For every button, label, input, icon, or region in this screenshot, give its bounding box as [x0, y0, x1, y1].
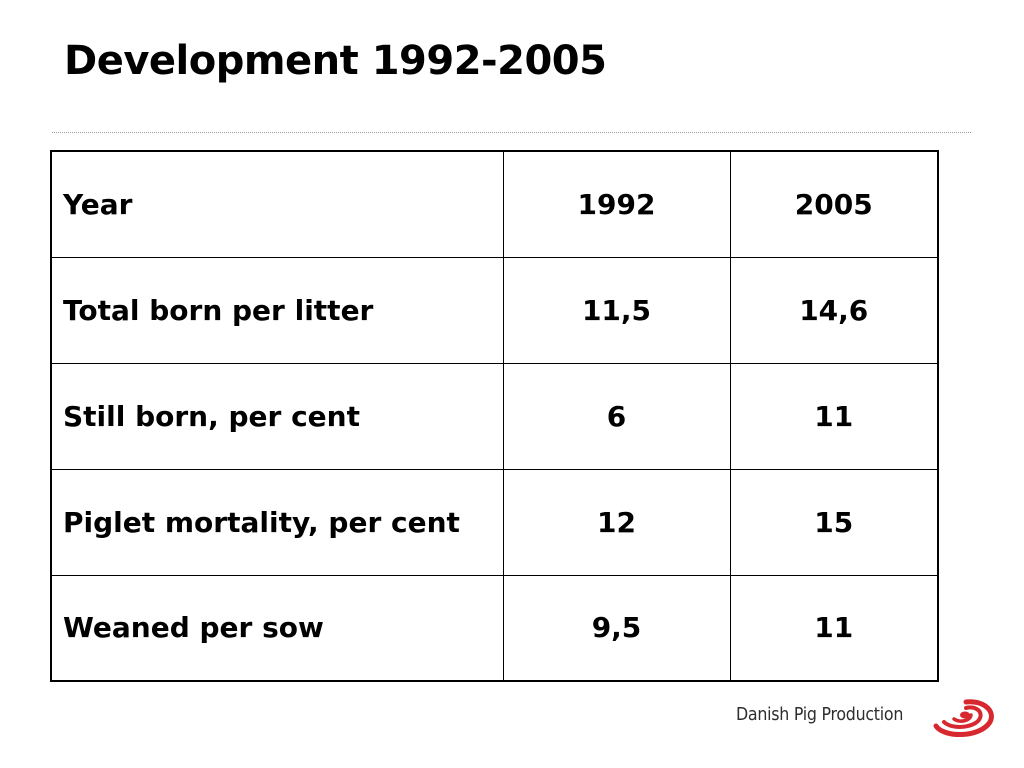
table-row: Still born, per cent 6 11 [50, 362, 939, 470]
cell-2005: 11 [729, 574, 939, 682]
cell-2005: 2005 [729, 150, 939, 258]
table-row: Weaned per sow 9,5 11 [50, 574, 939, 682]
cell-2005: 15 [729, 468, 939, 576]
cell-2005: 11 [729, 362, 939, 470]
cell-1992: 1992 [502, 150, 731, 258]
row-label: Piglet mortality, per cent [50, 468, 504, 576]
cell-1992: 12 [502, 468, 731, 576]
cell-2005: 14,6 [729, 256, 939, 364]
table-row: Piglet mortality, per cent 12 15 [50, 468, 939, 576]
slide-title: Development 1992-2005 [64, 38, 607, 84]
table-row: Year 1992 2005 [50, 150, 939, 258]
cell-1992: 6 [502, 362, 731, 470]
development-table: Year 1992 2005 Total born per litter 11,… [50, 150, 939, 682]
row-label: Total born per litter [50, 256, 504, 364]
brand-footer: Danish Pig Production [736, 699, 994, 738]
title-divider [52, 132, 971, 133]
cell-1992: 11,5 [502, 256, 731, 364]
cell-1992: 9,5 [502, 574, 731, 682]
danish-pig-production-logo-icon [933, 699, 994, 738]
table-row: Total born per litter 11,5 14,6 [50, 256, 939, 364]
row-label: Year [50, 150, 504, 258]
brand-name: Danish Pig Production [736, 704, 904, 725]
row-label: Still born, per cent [50, 362, 504, 470]
row-label: Weaned per sow [50, 574, 504, 682]
